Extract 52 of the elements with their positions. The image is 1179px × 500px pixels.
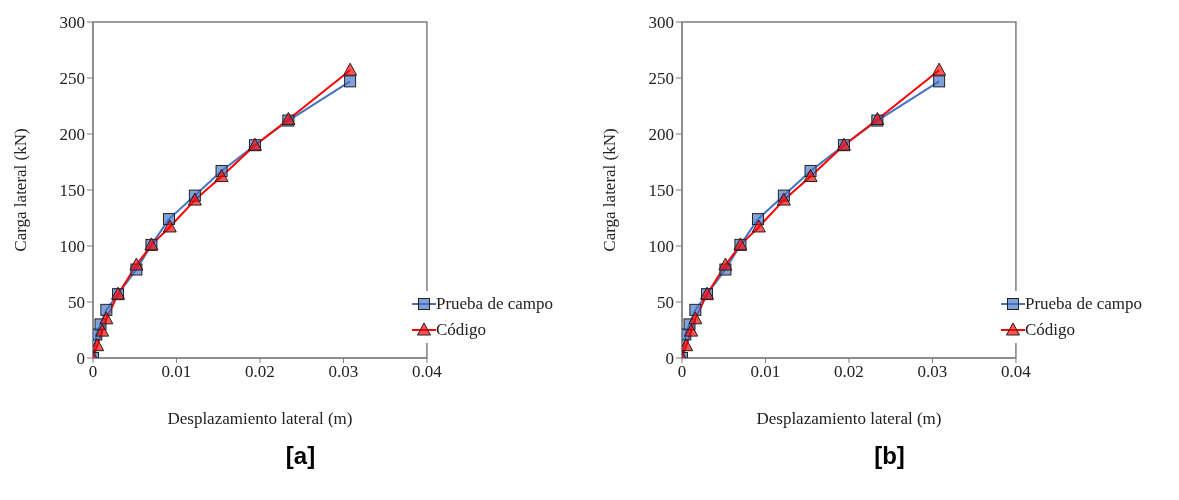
legend-label: Código [435,320,486,340]
y-axis-title: Carga lateral (kN) [600,128,620,252]
y-tick-label: 150 [59,181,85,201]
point [718,257,733,271]
point [776,192,791,206]
x-tick-label: 0 [677,362,687,382]
legend-label: Prueba de campo [435,294,553,314]
legend-label: Código [1024,320,1075,340]
y-tick-label: 200 [59,125,85,145]
y-axis-title: Carga lateral (kN) [11,128,31,252]
y-tick-label: 50 [68,293,85,313]
point [343,62,358,76]
x-tick-label: 0.03 [917,362,948,382]
point [214,169,229,183]
y-tick-label: 250 [648,69,674,89]
x-tick-label: 0.01 [161,362,192,382]
x-tick-label: 0.04 [1001,362,1032,382]
x-tick-label: 0 [88,362,98,382]
point [803,169,818,183]
y-tick-label: 150 [648,181,674,201]
x-tick-label: 0.03 [328,362,359,382]
y-tick-label: 0 [665,349,674,369]
x-axis-title: Desplazamiento lateral (m) [756,409,942,428]
x-axis-title: Desplazamiento lateral (m) [167,409,353,428]
x-tick-label: 0.02 [245,362,275,382]
y-tick-label: 250 [59,69,85,89]
point [344,75,357,88]
y-tick-label: 50 [657,293,674,313]
point [129,257,144,271]
y-tick-label: 200 [648,125,674,145]
point [99,311,114,325]
x-tick-label: 0.02 [834,362,864,382]
x-tick-label: 0.04 [412,362,443,382]
point [684,323,699,337]
point [689,303,702,316]
text: [b] [873,442,906,470]
y-tick-label: 100 [59,237,85,257]
point [95,323,110,337]
y-tick-label: 100 [648,237,674,257]
y-tick-label: 0 [76,349,85,369]
point [933,75,946,88]
x-tick-label: 0.01 [750,362,781,382]
legend-label: Prueba de campo [1024,294,1142,314]
point [162,219,177,233]
point [932,62,947,76]
text: [a] [284,442,317,470]
point [100,303,113,316]
point [688,311,703,325]
point [751,219,766,233]
y-tick-label: 300 [59,13,85,33]
y-tick-label: 300 [648,13,674,33]
point [187,192,202,206]
